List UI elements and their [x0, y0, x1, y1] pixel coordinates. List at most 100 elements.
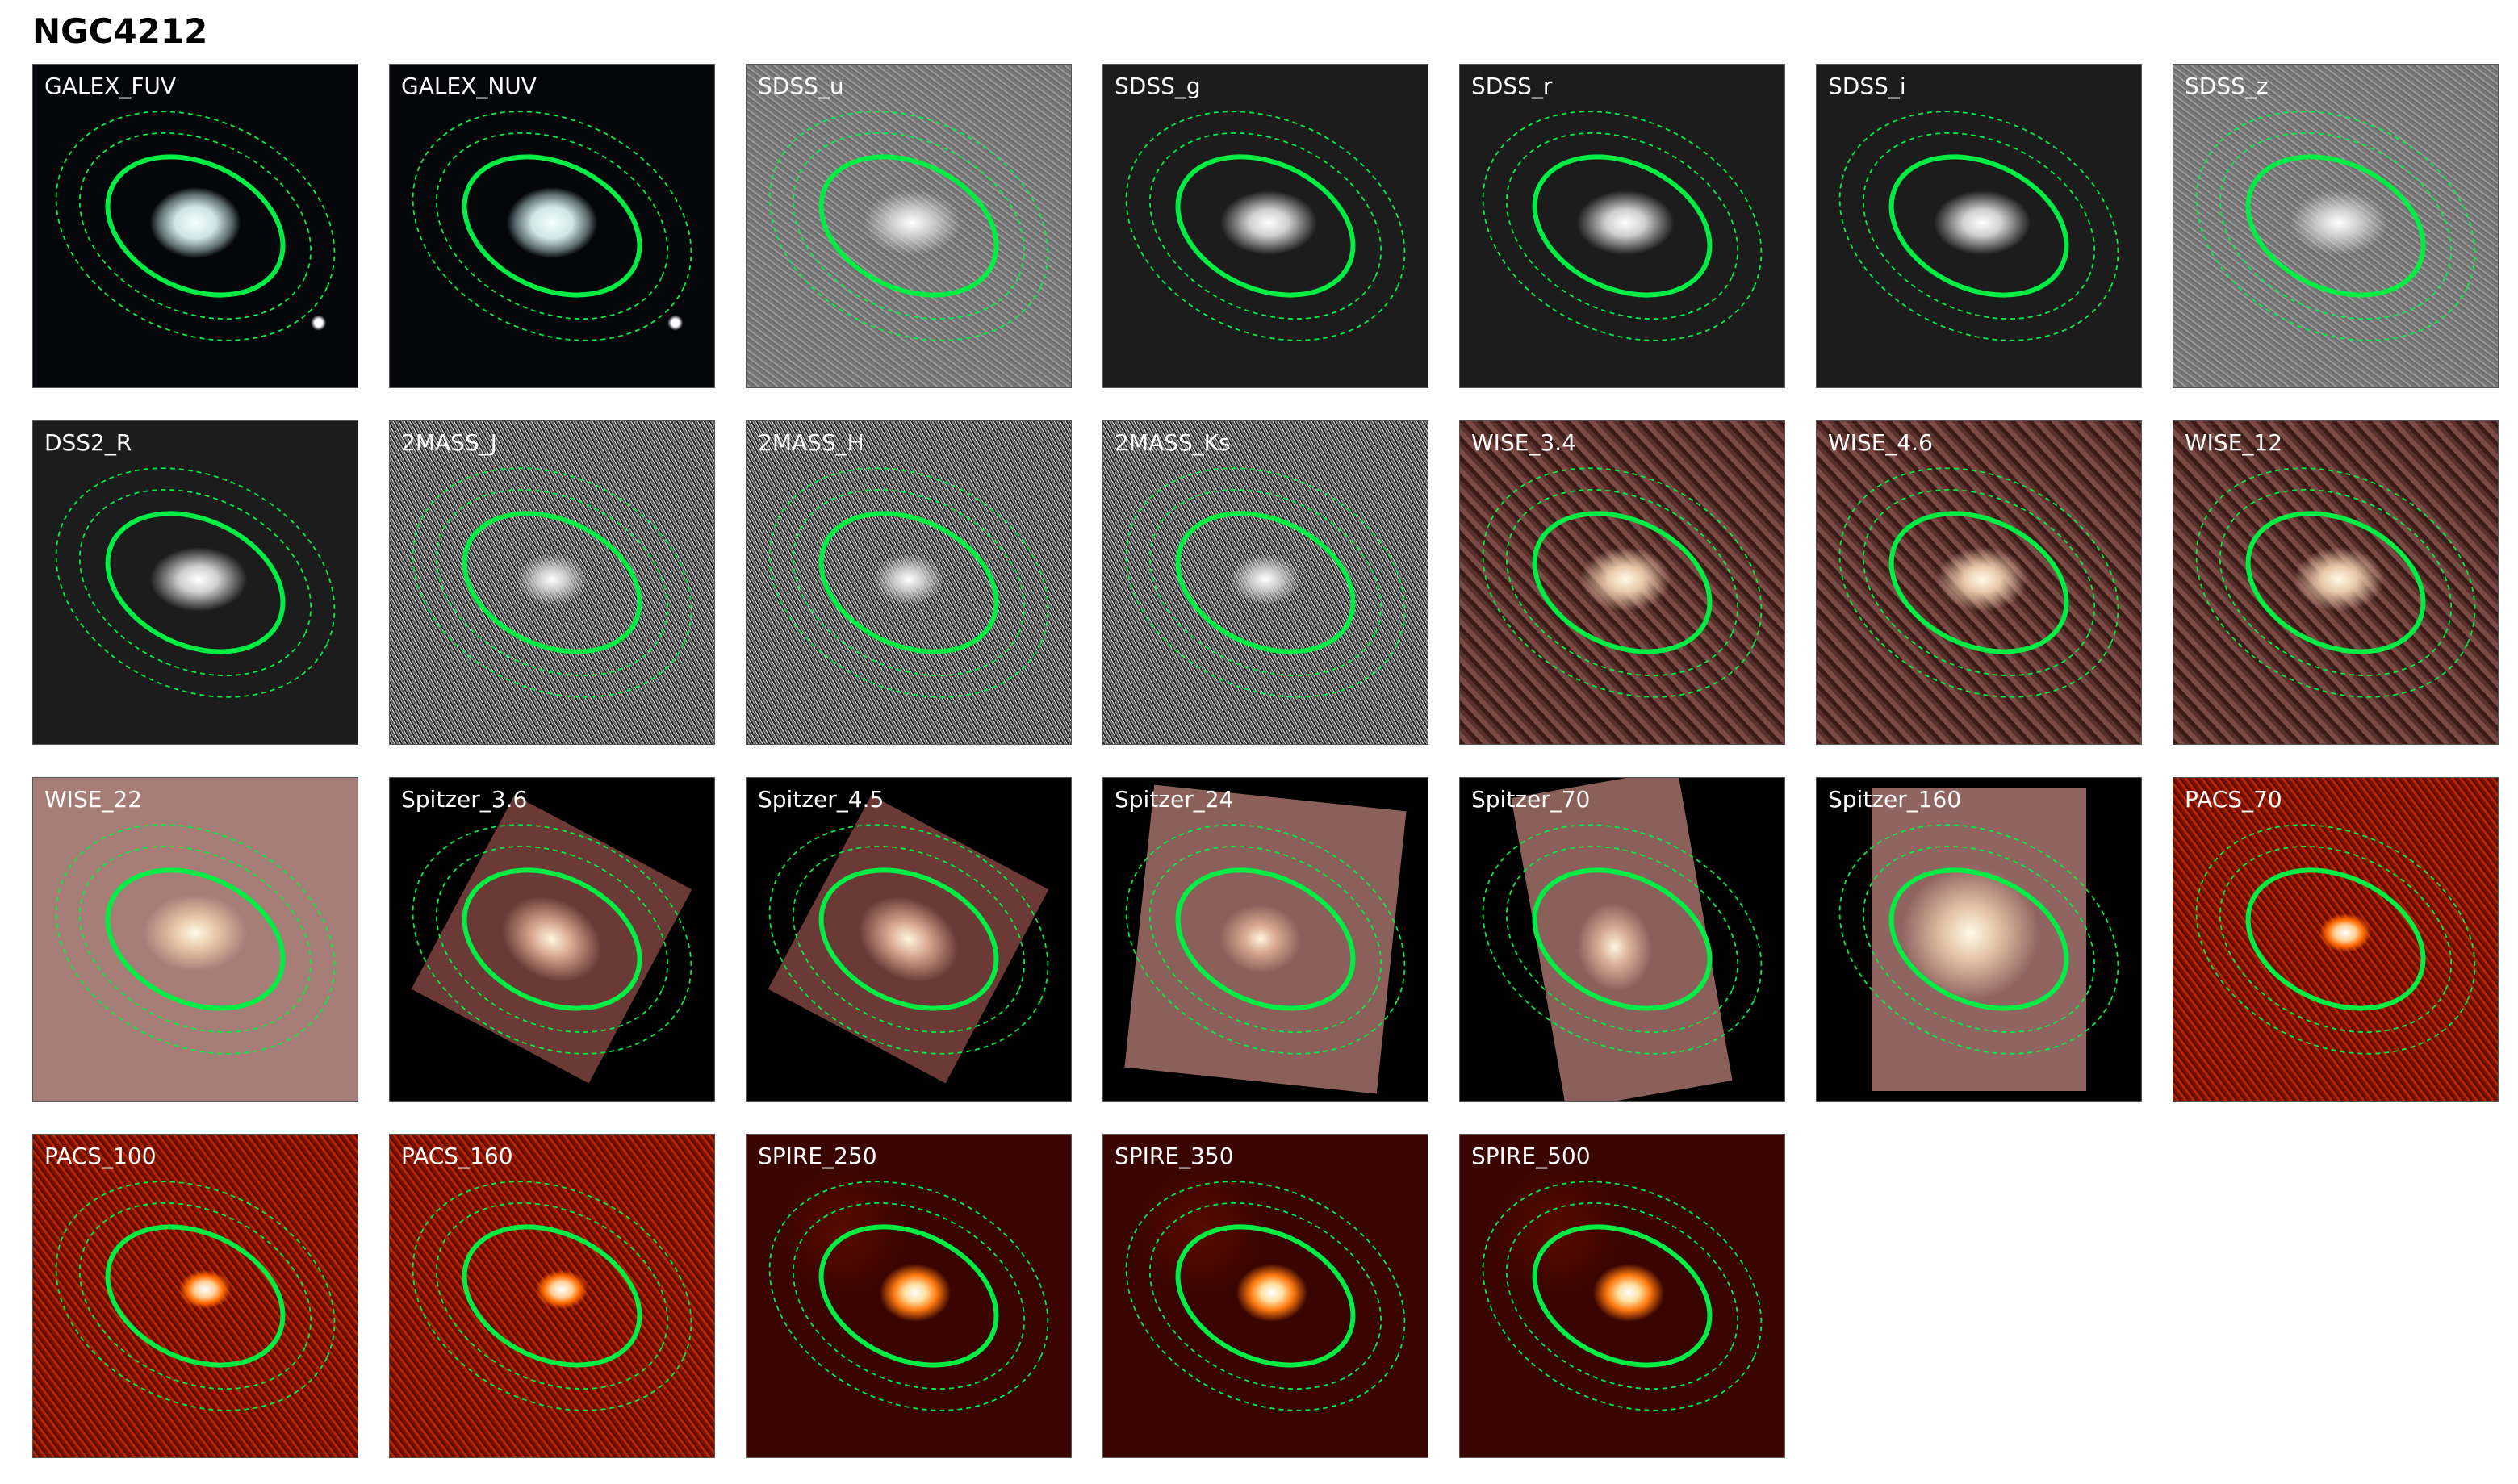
band-label: SDSS_g [1115, 73, 1201, 99]
aperture-ellipse [1532, 154, 1713, 298]
background-annulus-outer [1125, 111, 1406, 341]
aperture-ellipse [105, 511, 286, 654]
coverage-footprint [1872, 788, 2086, 1091]
image-panel-spitzer-3-6: Spitzer_3.6 [389, 777, 715, 1102]
aperture-overlay [768, 1181, 1049, 1411]
cutout-image [390, 1135, 714, 1457]
band-label: PACS_100 [44, 1143, 157, 1169]
band-label: SDSS_r [1471, 73, 1553, 99]
band-label: 2MASS_H [758, 429, 864, 456]
aperture-overlay [1838, 111, 2119, 341]
aperture-overlay [412, 111, 692, 341]
background-annulus-outer [768, 1181, 1049, 1411]
cutout-image [1103, 421, 1428, 744]
background-annulus-inner [1148, 132, 1382, 320]
image-panel-spitzer-160: Spitzer_160 [1816, 777, 2142, 1102]
image-panel-pacs-160: PACS_160 [389, 1134, 715, 1458]
image-panel-pacs-100: PACS_100 [32, 1134, 358, 1458]
band-label: SPIRE_500 [1471, 1143, 1591, 1169]
background-annulus-inner [78, 1202, 312, 1390]
aperture-ellipse [1888, 867, 2069, 1011]
cutout-image [1103, 65, 1428, 387]
background-annulus-outer [55, 824, 336, 1055]
background-annulus-inner [2219, 489, 2453, 676]
aperture-ellipse [818, 511, 999, 654]
aperture-ellipse [1532, 867, 1713, 1011]
aperture-overlay [768, 467, 1049, 698]
aperture-ellipse [818, 154, 999, 298]
background-annulus-outer [412, 1181, 692, 1411]
aperture-overlay [1838, 467, 2119, 698]
image-panel-dss2-r: DSS2_R [32, 420, 358, 745]
band-label: PACS_160 [401, 1143, 513, 1169]
aperture-overlay [1482, 467, 1763, 698]
image-panel-spire-500: SPIRE_500 [1459, 1134, 1785, 1458]
aperture-ellipse [1532, 511, 1713, 654]
cutout-image [33, 778, 358, 1101]
background-annulus-outer [412, 824, 692, 1055]
band-label: WISE_12 [2185, 429, 2283, 456]
band-label: WISE_3.4 [1471, 429, 1576, 456]
background-annulus-outer [1838, 824, 2119, 1055]
image-panel-2mass-h: 2MASS_H [746, 420, 1072, 745]
aperture-overlay [1125, 1181, 1406, 1411]
band-label: Spitzer_24 [1115, 786, 1234, 813]
aperture-overlay [412, 824, 692, 1055]
background-annulus-inner [1148, 489, 1382, 676]
background-annulus-inner [435, 846, 669, 1033]
cutout-image [747, 421, 1071, 744]
image-panel-spitzer-24: Spitzer_24 [1102, 777, 1428, 1102]
aperture-ellipse [1175, 511, 1356, 654]
background-annulus-inner [78, 132, 312, 320]
aperture-ellipse [462, 867, 642, 1011]
aperture-overlay [768, 824, 1049, 1055]
aperture-overlay [55, 1181, 336, 1411]
cutout-image [390, 421, 714, 744]
band-label: SDSS_i [1828, 73, 1906, 99]
aperture-ellipse [818, 1224, 999, 1368]
background-annulus-inner [2219, 846, 2453, 1033]
aperture-overlay [2195, 467, 2476, 698]
image-panel-spitzer-4-5: Spitzer_4.5 [746, 777, 1072, 1102]
band-label: 2MASS_J [401, 429, 497, 456]
background-annulus-outer [1482, 824, 1763, 1055]
background-annulus-inner [1148, 846, 1382, 1033]
image-panel-galex-fuv: GALEX_FUV [32, 64, 358, 388]
background-annulus-inner [1862, 489, 2096, 676]
aperture-overlay [1482, 1181, 1763, 1411]
background-annulus-outer [2195, 824, 2476, 1055]
aperture-ellipse [2245, 511, 2426, 654]
image-panel-sdss-u: SDSS_u [746, 64, 1072, 388]
background-annulus-outer [412, 111, 692, 341]
background-annulus-outer [1482, 1181, 1763, 1411]
background-annulus-outer [1838, 467, 2119, 698]
aperture-overlay [55, 111, 336, 341]
cutout-image [33, 1135, 358, 1457]
image-panel-2mass-j: 2MASS_J [389, 420, 715, 745]
cutout-image [1460, 421, 1784, 744]
band-label: Spitzer_160 [1828, 786, 1962, 813]
cutout-image [2173, 778, 2498, 1101]
band-label: PACS_70 [2185, 786, 2282, 813]
aperture-ellipse [2245, 154, 2426, 298]
figure-title: NGC4212 [32, 11, 208, 51]
aperture-ellipse [1532, 1224, 1713, 1368]
aperture-ellipse [1175, 1224, 1356, 1368]
background-annulus-inner [435, 1202, 669, 1390]
band-label: WISE_4.6 [1828, 429, 1933, 456]
cutout-image [33, 65, 358, 387]
background-annulus-outer [768, 111, 1049, 341]
image-panel-wise-12: WISE_12 [2173, 420, 2499, 745]
background-annulus-inner [435, 132, 669, 320]
background-annulus-outer [2195, 467, 2476, 698]
cutout-image [1103, 1135, 1428, 1457]
aperture-overlay [1125, 111, 1406, 341]
aperture-ellipse [462, 154, 642, 298]
aperture-ellipse [1888, 154, 2069, 298]
background-annulus-inner [1505, 132, 1739, 320]
background-annulus-outer [1125, 824, 1406, 1055]
aperture-overlay [2195, 111, 2476, 341]
image-panel-sdss-g: SDSS_g [1102, 64, 1428, 388]
aperture-ellipse [105, 154, 286, 298]
background-annulus-outer [55, 467, 336, 698]
